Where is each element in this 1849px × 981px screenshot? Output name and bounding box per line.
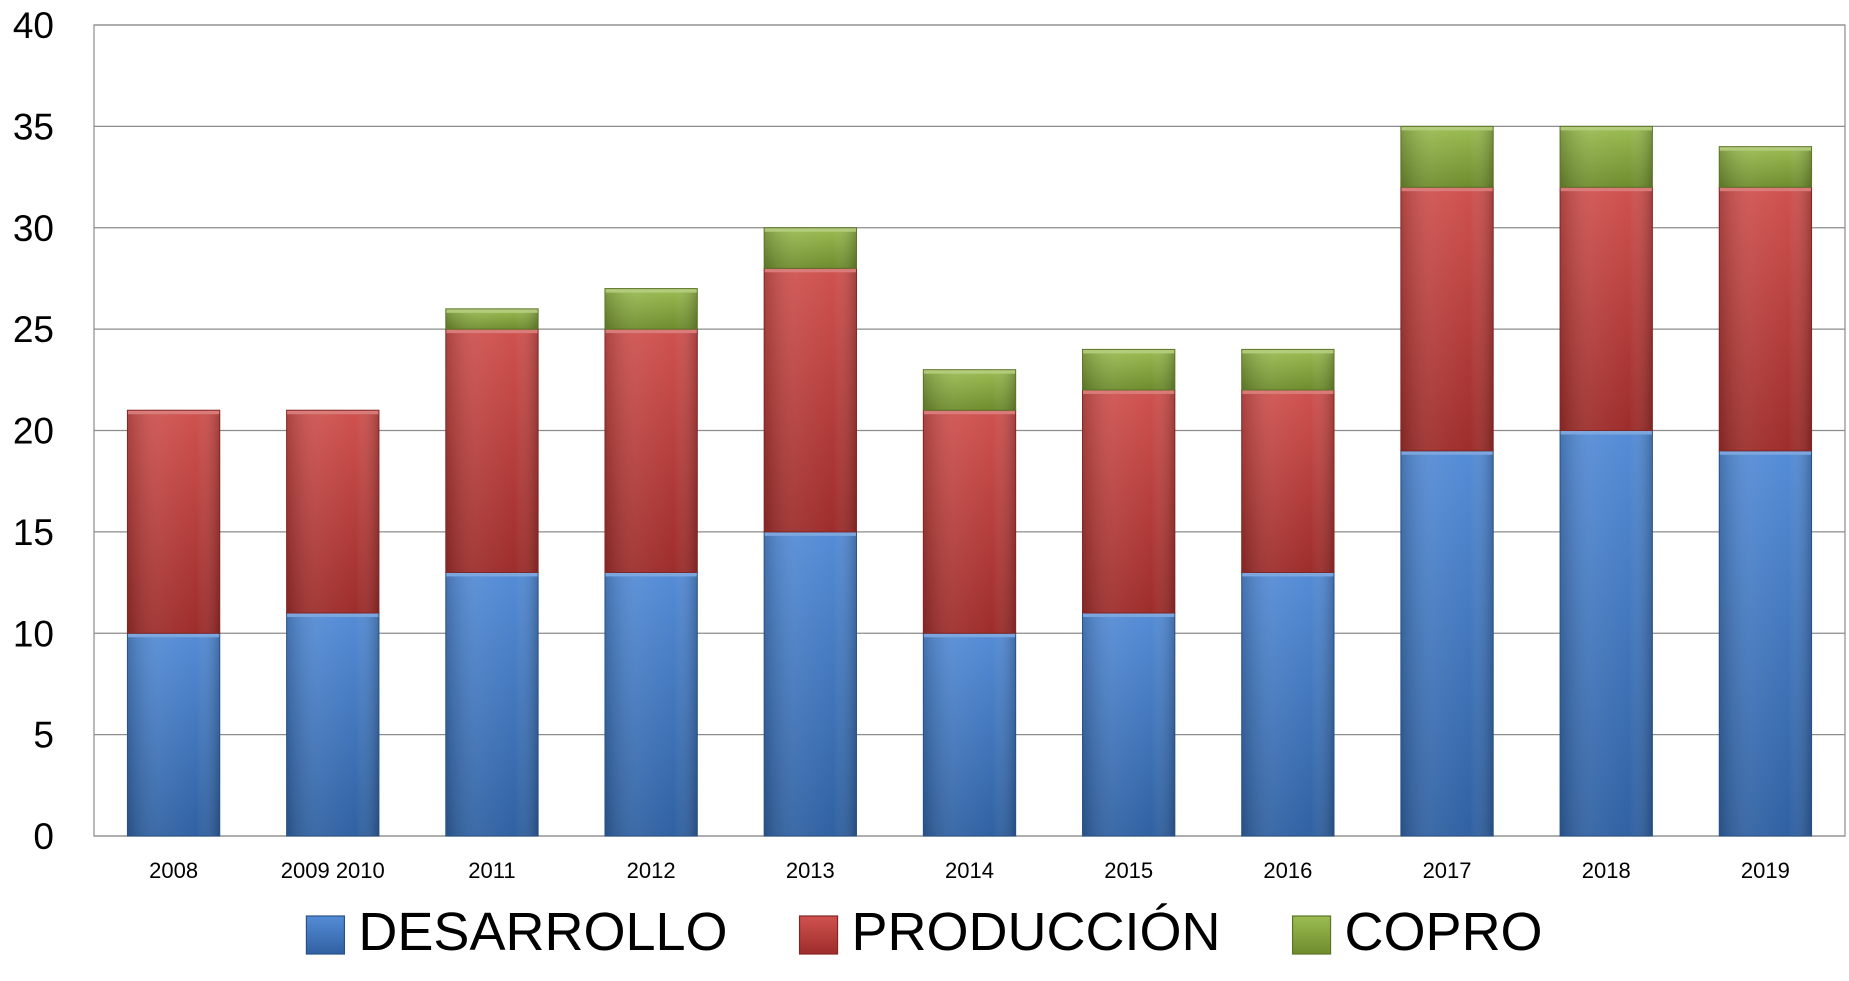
bar-producción-2016 [1241,389,1335,573]
bar-producción-2017 [1400,186,1494,452]
bar-producción-2018 [1559,186,1653,431]
bar-copro-2012 [604,288,698,330]
bar-desarrollo-2018 [1559,430,1653,837]
legend-item-copro: COPRO [1291,902,1543,962]
bar-producción-2013 [763,267,857,533]
x-category-label: 2017 [1423,858,1472,883]
legend-swatch [1291,915,1332,955]
y-tick-label: 10 [13,613,54,654]
bar-copro-2018 [1559,125,1653,188]
y-tick-label: 5 [33,715,54,756]
bar-desarrollo-2019 [1718,450,1813,837]
x-category-label: 2015 [1104,858,1153,883]
bar-desarrollo-2011 [445,571,539,837]
x-category-label: 2008 [149,858,198,883]
legend-label: DESARROLLO [358,902,727,962]
bar-copro-2015 [1082,348,1176,391]
y-tick-label: 25 [13,309,54,350]
y-tick-label: 20 [13,411,54,452]
x-category-label: 2016 [1263,858,1312,883]
legend-swatch [305,915,346,955]
axes: 0 5 10 15 20 25 30 35 40 2008 2009 2010 2011 2012 201… [13,5,1790,883]
bar-desarrollo-2008 [126,632,221,837]
bar-desarrollo-2014 [922,632,1017,837]
bar-desarrollo-2016 [1241,571,1335,837]
bar-desarrollo-2013 [763,531,857,837]
bar-copro-2013 [763,227,857,269]
bar-copro-2011 [445,308,539,330]
bar-producción-2019 [1718,186,1813,452]
bar-copro-2014 [922,369,1017,411]
x-category-label: 2019 [1741,858,1790,883]
x-category-label: 2009 2010 [281,858,385,883]
bar-producción-2012 [604,328,698,573]
y-tick-label: 0 [33,816,54,857]
bar-copro-2017 [1400,125,1494,188]
legend-item-desarrollo: DESARROLLO [305,902,728,962]
legend-swatch [798,915,839,955]
bar-producción-2008 [126,409,221,634]
y-tick-label: 40 [13,5,54,46]
bar-desarrollo-2009-2010 [286,612,380,837]
bar-desarrollo-2017 [1400,450,1494,837]
bar-desarrollo-2015 [1082,612,1176,837]
bar-desarrollo-2012 [604,571,698,837]
legend-label: COPRO [1345,902,1543,962]
legend: DESARROLLO PRODUCCIÓN COPRO [305,902,1543,962]
x-category-label: 2013 [786,858,835,883]
legend-item-producción: PRODUCCIÓN [798,902,1221,962]
bar-copro-2019 [1718,146,1813,188]
x-category-label: 2012 [627,858,676,883]
y-tick-label: 35 [13,106,54,147]
x-category-label: 2014 [945,858,994,883]
y-tick-label: 15 [13,512,54,553]
x-category-label: 2011 [468,858,515,883]
legend-label: PRODUCCIÓN [852,902,1221,962]
bar-copro-2016 [1241,348,1335,391]
y-tick-label: 30 [13,208,54,249]
bars [126,125,1813,837]
bar-producción-2015 [1082,389,1176,614]
bar-producción-2009-2010 [286,409,380,614]
bar-producción-2014 [922,409,1017,634]
x-category-label: 2018 [1582,858,1631,883]
bar-producción-2011 [445,328,539,573]
